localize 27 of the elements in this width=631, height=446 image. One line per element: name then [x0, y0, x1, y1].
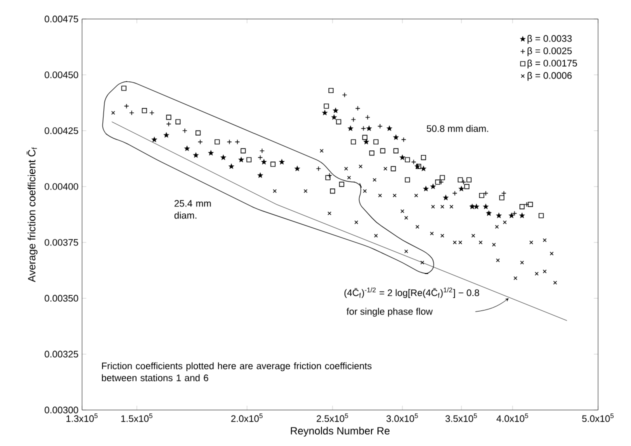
annotation: 50.8 mm diam.	[426, 125, 488, 132]
x-axis-title: Reynolds Number Re	[290, 426, 390, 437]
x-tick-label: 2.5x10$^{5}$	[316, 414, 348, 422]
x-tick-label: 3.0x10$^{5}$	[386, 414, 418, 422]
annotation: 25.4 mm diam.	[174, 200, 211, 219]
y-axis-title: Average friction coefficient C̄$_{f}$	[26, 147, 38, 282]
legend-label: β = 0.0033	[528, 34, 572, 44]
y-tick-label: 0.00350	[44, 294, 78, 302]
legend-label: β = 0.0006	[528, 72, 572, 81]
x-tick-label: 4.0x10$^{5}$	[496, 414, 528, 422]
y-tick-label: 0.00400	[44, 183, 78, 190]
annotation: Friction coefficients plotted here are average friction coefficients between stations 1 and 6	[102, 362, 372, 382]
x-tick-label: 1.5x10$^{5}$	[121, 414, 152, 422]
y-tick-label: 0.00325	[44, 350, 78, 358]
annotation: for single phase flow	[346, 308, 433, 317]
y-tick-label: 0.00450	[44, 72, 78, 78]
x-tick-label: 3.5x10$^{5}$	[445, 414, 477, 422]
x-tick-label: 1.3x10$^{5}$	[66, 414, 98, 422]
y-tick-label: 0.00300	[44, 406, 78, 414]
y-tick-label: 0.00375	[44, 239, 78, 246]
legend-label: β = 0.00175	[528, 60, 577, 68]
x-tick-label: 2.0x10$^{5}$	[231, 414, 263, 422]
x-tick-label: 5.0x10$^{5}$	[582, 414, 614, 422]
y-tick-label: 0.00425	[44, 127, 78, 134]
text: (4C̄$_{f}$)$^{-1/2}$ = 2 log[Re(4C̄$_{f}$)$^{1/2}$] − 0.8	[344, 287, 480, 298]
legend-label: β = 0.0025	[528, 47, 572, 56]
y-tick-label: 0.00475	[44, 16, 78, 22]
